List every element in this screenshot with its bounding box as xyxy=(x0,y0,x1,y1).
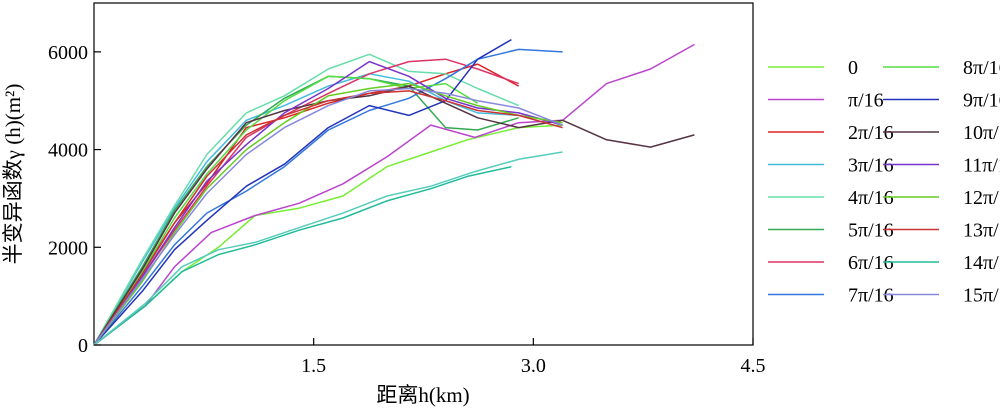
legend-label-1: π/16 xyxy=(848,90,884,112)
x-axis-title: 距离h(km) xyxy=(376,383,469,407)
y-tick-label-1: 2000 xyxy=(48,237,88,259)
legend-label-7: 7π/16 xyxy=(848,285,894,307)
legend-label-4: 4π/16 xyxy=(848,187,894,209)
series-line-5 xyxy=(93,75,519,346)
legend-label-14: 14π/16 xyxy=(963,252,1000,274)
y-tick-label-3: 6000 xyxy=(48,42,88,64)
x-axis-ticks: 1.5 3.0 4.5 xyxy=(301,338,766,377)
series-line-15 xyxy=(93,87,563,346)
series-line-12 xyxy=(93,82,563,346)
legend-label-10: 10π/16 xyxy=(963,122,1000,144)
legend-label-5: 5π/16 xyxy=(848,220,894,242)
y-axis-title: 半变异函数γ (h)(m²) xyxy=(1,84,25,265)
series-line-1 xyxy=(93,43,695,346)
series-lines xyxy=(93,38,695,346)
x-tick-label-1: 3.0 xyxy=(521,355,546,377)
series-line-13 xyxy=(93,90,563,346)
legend-label-0: 0 xyxy=(848,57,858,79)
legend-label-12: 12π/16 xyxy=(963,187,1000,209)
x-tick-label-0: 1.5 xyxy=(301,355,326,377)
legend-label-8: 8π/16 xyxy=(963,57,1000,79)
x-tick-label-2: 4.5 xyxy=(741,355,766,377)
series-line-6 xyxy=(93,58,519,346)
legend: 0 π/16 2π/16 3π/16 4π/16 5π/16 6π/16 7π/16 8π/16… xyxy=(768,57,1000,307)
series-line-3 xyxy=(93,73,519,346)
y-axis-ticks: 0 2000 4000 6000 xyxy=(48,42,101,357)
series-line-8 xyxy=(93,75,479,346)
y-tick-label-0: 0 xyxy=(78,335,88,357)
legend-label-11: 11π/16 xyxy=(963,155,1000,177)
series-line-14 xyxy=(93,165,512,346)
series-line-16 xyxy=(93,151,563,346)
series-line-11 xyxy=(93,60,563,346)
legend-label-9: 9π/16 xyxy=(963,90,1000,112)
legend-label-6: 6π/16 xyxy=(848,252,894,274)
series-line-9 xyxy=(93,38,512,346)
series-line-10 xyxy=(93,85,695,346)
legend-label-2: 2π/16 xyxy=(848,122,894,144)
legend-label-15: 15π/16 xyxy=(963,285,1000,307)
legend-label-13: 13π/16 xyxy=(963,220,1000,242)
y-tick-label-2: 4000 xyxy=(48,140,88,162)
legend-label-3: 3π/16 xyxy=(848,155,894,177)
plot-frame xyxy=(93,2,754,346)
